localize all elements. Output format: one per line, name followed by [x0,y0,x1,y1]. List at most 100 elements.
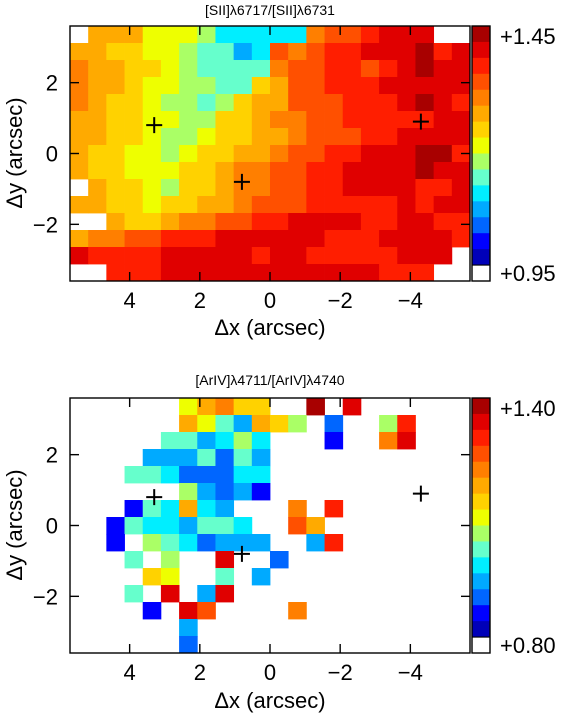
sii-x-tick-label: 4 [124,288,136,313]
sii-map-cell [160,128,180,146]
sii-map-cell [306,264,325,282]
sii-map-cell [270,230,289,248]
sii-map-cell [288,162,307,180]
ariv-map-cell [179,534,198,552]
sii-map-cells [70,26,471,282]
sii-map-cell [270,264,289,282]
sii-map-cell [233,179,253,197]
sii-map-cell [233,26,253,44]
sii-map-cell [233,60,253,78]
sii-map-cell [433,128,453,146]
sii-map-cell [106,128,125,146]
sii-map-cell [342,213,362,231]
sii-map-cell [306,60,325,78]
sii-map-cell [342,111,362,129]
sii-map-cell [415,94,435,112]
ariv-map-cell [124,500,144,518]
sii-map-cell [324,145,344,163]
sii-map-cell [215,162,235,180]
sii-map-cell [433,111,453,129]
sii-map-cell [179,43,198,61]
sii-map-cell [379,247,398,265]
ariv-map-cell [324,432,344,450]
sii-map-cell [288,179,307,197]
sii-map-cell [288,77,307,95]
ariv-map-cell [197,466,216,484]
sii-map-cell [106,179,125,197]
sii-map-cell [106,77,125,95]
sii-colorbar-segment [472,137,490,154]
sii-map-cell [342,77,362,95]
sii-map-cell [142,77,162,95]
sii-map-cell [88,60,107,78]
ariv-colorbar-min-label: +0.80 [500,633,556,658]
ariv-map-cell [288,602,307,620]
sii-y-tick-label: 2 [46,71,58,96]
ariv-colorbar-segment [472,557,490,574]
sii-map-cell [324,128,344,146]
ariv-map-cell [324,534,344,552]
ariv-map-cell [251,466,271,484]
sii-map-cell [179,264,198,282]
sii-map-cell [397,94,416,112]
sii-map-cell [106,230,125,248]
sii-map-cell [270,43,289,61]
sii-colorbar-segment [472,26,490,43]
ariv-map-cell [106,534,125,552]
sii-map-cell [70,77,89,95]
ariv-map-cell [288,500,307,518]
sii-map-cell [179,213,198,231]
sii-map-cell [451,179,471,197]
sii-map-cell [324,77,344,95]
sii-map-cell [306,247,325,265]
sii-map-cell [106,26,125,44]
sii-map-cell [215,60,235,78]
sii-map-cell [415,77,435,95]
sii-colorbar-segment [472,169,490,186]
ariv-map-cell [233,517,253,535]
ariv-y-axis-label: Δy (arcsec) [2,469,27,580]
ariv-map-cell [197,517,216,535]
sii-map-cell [179,94,198,112]
sii-map-cell [433,196,453,214]
sii-map-cell [397,145,416,163]
sii-map-cell [360,26,380,44]
sii-map-cell [215,94,235,112]
sii-map-cell [324,43,344,61]
sii-cross-marker [233,173,250,190]
sii-map-cell [70,43,89,61]
ariv-colorbar-segment [472,509,490,526]
sii-map-cell [233,94,253,112]
sii-map-cell [415,26,435,44]
sii-x-axis-label: Δx (arcsec) [214,315,325,340]
sii-map-cell [270,247,289,265]
sii-map-cell [160,230,180,248]
sii-map-cell [233,77,253,95]
ariv-map-cell [179,449,198,467]
sii-map-cell [360,179,380,197]
ariv-map-cell [179,415,198,433]
sii-map-cell [379,230,398,248]
sii-map-cell [70,247,89,265]
sii-map-cell [270,162,289,180]
sii-map-cell [179,128,198,146]
sii-map-cell [342,196,362,214]
ariv-map-cell [397,415,416,433]
ariv-x-tick-label: 0 [264,660,276,685]
sii-map-cell [215,145,235,163]
sii-x-tick-label: 0 [264,288,276,313]
sii-map-cell [360,213,380,231]
sii-map-cell [215,230,235,248]
sii-colorbar-segment [472,201,490,218]
sii-map-cell [360,60,380,78]
sii-colorbar-segment [472,185,490,202]
sii-colorbar-segment [472,89,490,107]
sii-map-cell [360,230,380,248]
ariv-colorbar-segment [472,541,490,558]
ariv-map-cell [215,568,235,586]
sii-map-cell [324,196,344,214]
ariv-map-cell [233,534,253,552]
sii-map-cell [379,128,398,146]
sii-map-cell [106,94,125,112]
ariv-colorbar-segment [472,605,490,622]
